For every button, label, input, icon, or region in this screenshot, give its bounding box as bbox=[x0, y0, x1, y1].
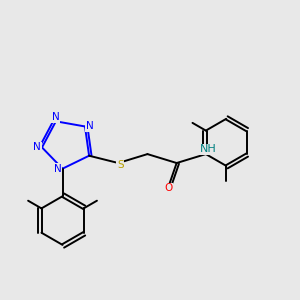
Text: NH: NH bbox=[200, 144, 216, 154]
Text: N: N bbox=[86, 122, 94, 131]
Text: O: O bbox=[164, 183, 173, 193]
Text: S: S bbox=[117, 160, 124, 170]
Text: N: N bbox=[33, 142, 41, 152]
Text: N: N bbox=[52, 112, 60, 122]
Text: N: N bbox=[54, 164, 61, 174]
